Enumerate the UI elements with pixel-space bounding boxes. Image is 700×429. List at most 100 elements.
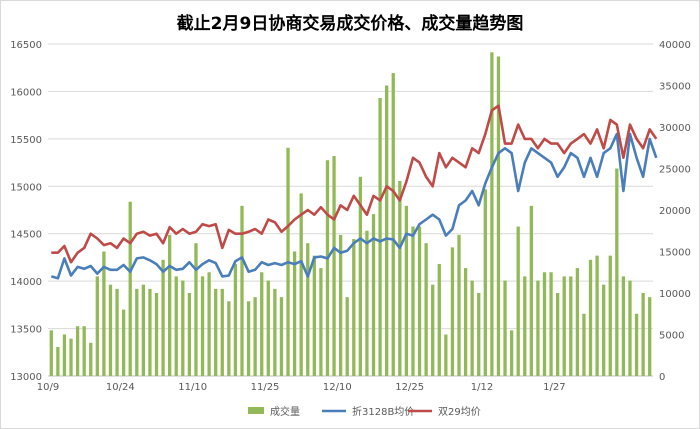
volume-bar [470,280,474,376]
volume-bar [477,293,481,376]
volume-bar [260,272,264,376]
legend: 成交量 折3128B均价 双29均价 [248,405,481,418]
volume-bar [187,293,192,376]
volume-bar [463,268,468,376]
volume-bar [437,263,441,376]
legend-label: 成交量 [270,405,300,418]
volume-bar [424,243,428,376]
volume-bar [483,189,487,376]
volume-bar [89,342,93,376]
volume-bar [516,226,520,376]
volume-bar [325,160,330,376]
y-right-tick-label: 40000 [659,40,691,51]
volume-bar [62,334,67,376]
volume-bar [385,85,389,376]
volume-bar [371,214,376,376]
volume-bar [621,276,626,376]
x-tick-label: 1/12 [471,382,493,393]
y-axis-left: 13000 13500 14000 14500 15000 15500 16000 16500 [10,40,42,383]
y-left-tick-label: 15500 [10,135,42,146]
volume-bar [352,239,356,376]
volume-bar [220,288,224,376]
volume-bar [121,309,126,376]
volume-bar [115,288,119,376]
volume-bar [128,201,132,376]
volume-bar [404,205,409,376]
volume-bar [154,293,159,376]
volume-bar [345,297,349,376]
volume-bar [338,234,343,376]
volume-bar [628,280,632,376]
volume-bar [233,263,238,376]
volume-bar [75,326,80,376]
volume-bar [246,301,251,376]
volume-bar [648,297,652,376]
volume-bar [292,251,297,376]
y-right-tick-label: 5000 [659,331,684,342]
volume-bar [496,56,501,376]
volume-bar [194,243,198,376]
volume-bar [569,276,573,376]
volume-bar [417,226,422,376]
y-right-tick-label: 0 [659,372,665,383]
volume-bar [82,326,86,376]
y-axis-right: 0 5000 10000 15000 20000 25000 30000 35000 40000 [659,40,691,383]
volume-bar [615,168,619,376]
volume-bar [588,259,593,376]
x-tick-label: 10/9 [37,382,59,393]
volume-bar [542,272,547,376]
y-left-tick-label: 13000 [10,372,42,383]
volume-bar [450,247,455,376]
legend-label: 双29均价 [438,406,481,418]
volume-bar [174,276,178,376]
legend-swatch [248,407,264,414]
volume-bar [562,276,566,376]
volume-bar [200,276,205,376]
x-tick-label: 1/27 [543,382,565,393]
volume-bar [556,293,560,376]
volume-bar [49,330,53,376]
y-left-tick-label: 15000 [10,182,42,193]
y-left-tick-label: 14500 [10,230,42,241]
volume-bar [207,272,211,376]
y-right-tick-label: 25000 [659,165,691,176]
volume-bar [358,176,363,376]
volume-bar [582,313,586,376]
y-right-tick-label: 10000 [659,289,691,300]
x-axis: 10/9 10/24 11/10 11/25 12/10 12/25 1/12 1/27 [37,382,566,393]
volume-bar [641,293,645,376]
volume-bar [102,251,106,376]
volume-bar [332,156,336,376]
volume-bar [602,284,606,376]
volume-bar [444,334,448,376]
volume-bar [56,346,60,376]
volume-bar [214,288,218,376]
volume-bar [391,73,395,377]
volume-bar [549,272,553,376]
y-left-tick-label: 14000 [10,277,42,288]
volume-bar [141,284,145,376]
volume-bar [253,297,257,376]
volume-bar [490,52,494,377]
volume-bars [49,52,652,377]
volume-bar [69,338,73,376]
x-tick-label: 10/24 [106,382,135,393]
chart-title: 截止2月9日协商交易成交价格、成交量趋势图 [177,13,524,34]
series-line [51,104,658,264]
volume-bar [168,234,172,376]
volume-bar [266,280,270,376]
x-tick-label: 11/25 [251,382,280,393]
y-right-tick-label: 30000 [659,123,691,134]
x-tick-label: 12/10 [323,382,352,393]
y-left-tick-label: 13500 [10,325,42,336]
volume-bar [523,276,527,376]
volume-bar [457,234,461,376]
y-right-tick-label: 15000 [659,248,691,259]
volume-bar [503,280,507,376]
price-lines [50,104,658,280]
y-left-tick-label: 16500 [10,40,42,51]
volume-bar [279,297,284,376]
volume-bar [575,268,580,376]
